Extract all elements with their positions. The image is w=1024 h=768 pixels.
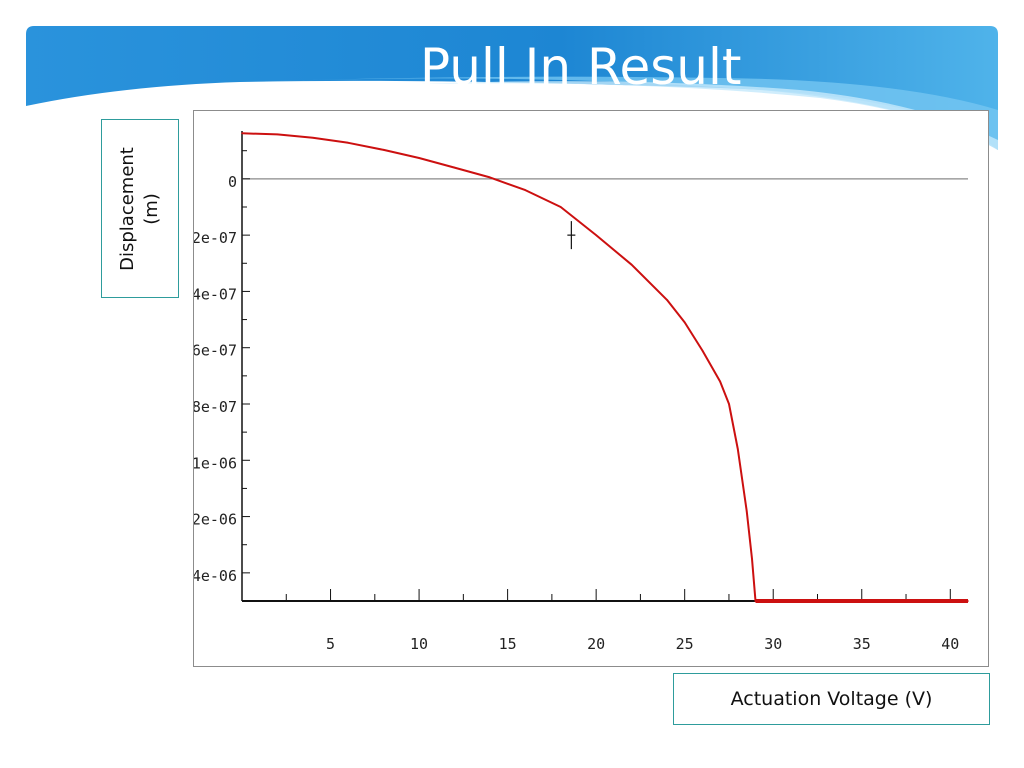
data-point bbox=[559, 206, 562, 208]
data-point bbox=[276, 133, 279, 136]
data-point bbox=[630, 263, 633, 266]
data-point bbox=[312, 136, 314, 139]
data-point bbox=[347, 142, 350, 144]
data-point bbox=[489, 176, 491, 179]
slide-title: Pull In Result bbox=[420, 38, 742, 96]
y-tick-label: -8e-07 bbox=[194, 398, 237, 416]
y-tick-label: -1.4e-06 bbox=[194, 567, 237, 585]
data-point bbox=[967, 600, 969, 602]
data-point bbox=[745, 510, 748, 512]
y-tick-label: 0 bbox=[228, 173, 237, 191]
title-banner bbox=[26, 26, 998, 150]
data-point bbox=[524, 189, 527, 191]
x-tick-label: 20 bbox=[587, 635, 605, 653]
x-tick-label: 40 bbox=[941, 635, 959, 653]
pull-in-chart: 5 10 15 20 25 30 35 40 0 -2e-07 -4e-07 -6e-07 -8e-07… bbox=[194, 131, 969, 653]
y-tick-label: -1e-06 bbox=[194, 454, 237, 472]
y-tick-label: -1.2e-06 bbox=[194, 511, 237, 529]
displacement-series-line bbox=[241, 132, 968, 602]
plot-area: 5 10 15 20 25 30 35 40 0 -2e-07 -4e-07 -6e-07 -8e-07… bbox=[193, 110, 989, 667]
x-axis-label: Actuation Voltage (V) bbox=[730, 688, 933, 710]
x-tick-label: 30 bbox=[764, 635, 782, 653]
data-point bbox=[382, 149, 385, 151]
data-point bbox=[719, 380, 721, 383]
data-point bbox=[737, 448, 739, 450]
x-tick-label: 5 bbox=[326, 635, 335, 653]
data-point bbox=[241, 132, 243, 135]
y-axis-label-box: Displacement (m) bbox=[101, 119, 179, 298]
y-tick-label: -6e-07 bbox=[194, 342, 237, 360]
data-point bbox=[701, 349, 704, 352]
y-axis-label: Displacement (m) bbox=[117, 146, 162, 271]
data-point bbox=[728, 403, 730, 405]
data-point bbox=[754, 600, 757, 602]
x-tick-label: 35 bbox=[853, 635, 871, 653]
data-point bbox=[751, 557, 753, 560]
y-tick-label: -2e-07 bbox=[194, 229, 237, 247]
x-axis-label-box: Actuation Voltage (V) bbox=[673, 673, 990, 725]
data-point bbox=[453, 166, 456, 169]
x-tick-label: 25 bbox=[676, 635, 694, 653]
y-tick-label: -4e-07 bbox=[194, 285, 237, 303]
data-point bbox=[666, 299, 668, 301]
data-point bbox=[418, 157, 420, 159]
x-tick-label: 15 bbox=[499, 635, 517, 653]
x-tick-label: 10 bbox=[410, 635, 428, 653]
data-point bbox=[595, 234, 597, 236]
data-point bbox=[683, 321, 686, 324]
